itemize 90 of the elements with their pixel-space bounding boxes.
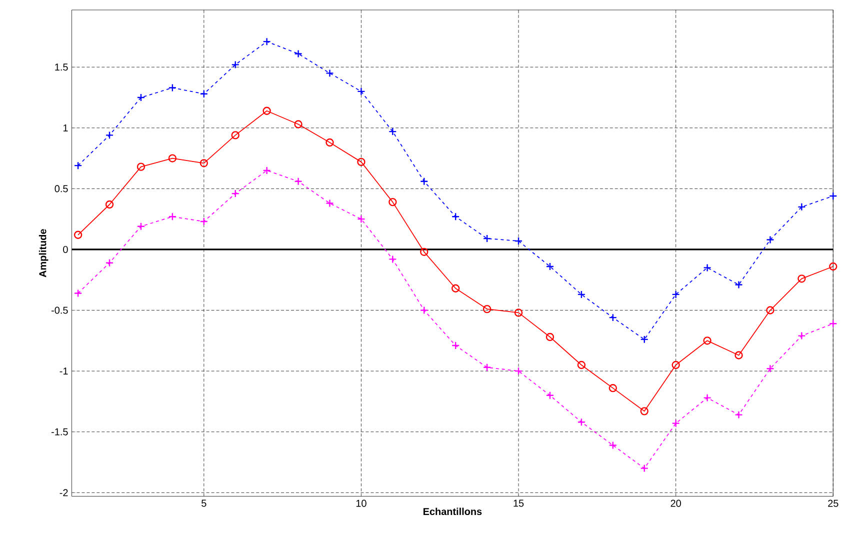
point bbox=[546, 262, 554, 271]
x-tick-label: 10 bbox=[356, 500, 366, 507]
point bbox=[105, 200, 114, 209]
point bbox=[168, 212, 177, 221]
point bbox=[829, 262, 838, 271]
point bbox=[608, 441, 617, 450]
point bbox=[452, 212, 460, 221]
point bbox=[829, 319, 838, 328]
point bbox=[136, 162, 146, 171]
y-tick-label: 1.5 bbox=[55, 64, 68, 71]
point bbox=[672, 290, 680, 298]
point bbox=[734, 351, 743, 360]
point bbox=[546, 391, 554, 400]
point bbox=[514, 366, 523, 376]
point bbox=[452, 341, 460, 350]
point bbox=[766, 236, 774, 244]
point bbox=[514, 308, 523, 317]
point bbox=[577, 418, 586, 426]
point bbox=[672, 360, 680, 369]
point bbox=[262, 106, 271, 115]
point bbox=[703, 336, 712, 345]
point bbox=[703, 394, 712, 402]
y-tick-label: 0.5 bbox=[54, 185, 68, 192]
point bbox=[74, 230, 82, 239]
point bbox=[231, 60, 240, 69]
point bbox=[326, 69, 334, 78]
point bbox=[452, 284, 460, 292]
point bbox=[608, 313, 617, 322]
point bbox=[420, 306, 428, 314]
y-tick-label: 0 bbox=[63, 246, 68, 253]
point bbox=[420, 248, 428, 256]
y-tick-label: -1.5 bbox=[52, 428, 68, 436]
point bbox=[672, 419, 680, 428]
point bbox=[482, 304, 492, 314]
point bbox=[200, 159, 208, 168]
point bbox=[231, 131, 240, 140]
point bbox=[326, 199, 334, 208]
point bbox=[294, 177, 302, 186]
point bbox=[766, 306, 774, 314]
point bbox=[294, 50, 302, 58]
point bbox=[734, 410, 743, 419]
point bbox=[482, 363, 492, 372]
point bbox=[798, 202, 806, 211]
point bbox=[546, 332, 554, 342]
point bbox=[136, 93, 146, 102]
point bbox=[388, 255, 397, 264]
x-tick-label: 15 bbox=[514, 500, 524, 507]
point bbox=[388, 198, 397, 206]
x-axis-title: Echantillons bbox=[423, 508, 482, 515]
x-tick-label: 20 bbox=[670, 500, 681, 507]
point bbox=[200, 217, 208, 226]
point bbox=[357, 214, 366, 224]
point bbox=[74, 289, 82, 298]
point bbox=[798, 274, 806, 283]
point bbox=[703, 264, 712, 272]
point bbox=[829, 192, 838, 200]
point bbox=[766, 364, 774, 373]
point bbox=[640, 335, 648, 344]
y-tick-label: -0.5 bbox=[52, 306, 68, 314]
x-tick-label: 25 bbox=[828, 500, 838, 507]
point bbox=[798, 332, 806, 340]
y-tick-label: -2 bbox=[60, 489, 68, 496]
point bbox=[136, 222, 146, 230]
point bbox=[262, 37, 271, 46]
point bbox=[640, 464, 648, 472]
y-axis-title: Amplitude bbox=[38, 229, 48, 278]
point bbox=[640, 407, 648, 416]
point bbox=[294, 120, 302, 128]
point bbox=[105, 131, 114, 140]
point bbox=[734, 280, 743, 289]
point bbox=[420, 177, 428, 186]
y-tick-label: 1 bbox=[63, 124, 68, 132]
point bbox=[105, 258, 114, 267]
point bbox=[388, 127, 397, 136]
point bbox=[357, 158, 366, 166]
point bbox=[74, 161, 82, 170]
point bbox=[326, 138, 334, 147]
point bbox=[577, 290, 586, 298]
point bbox=[608, 384, 617, 392]
point bbox=[577, 360, 586, 369]
point bbox=[514, 236, 523, 245]
y-tick-label: -1 bbox=[60, 368, 68, 374]
point bbox=[262, 166, 271, 174]
point bbox=[482, 234, 492, 243]
point bbox=[168, 84, 177, 92]
point bbox=[231, 189, 240, 198]
point bbox=[357, 87, 366, 96]
point bbox=[200, 90, 208, 98]
x-tick-label: 5 bbox=[202, 500, 206, 507]
point bbox=[168, 154, 177, 162]
